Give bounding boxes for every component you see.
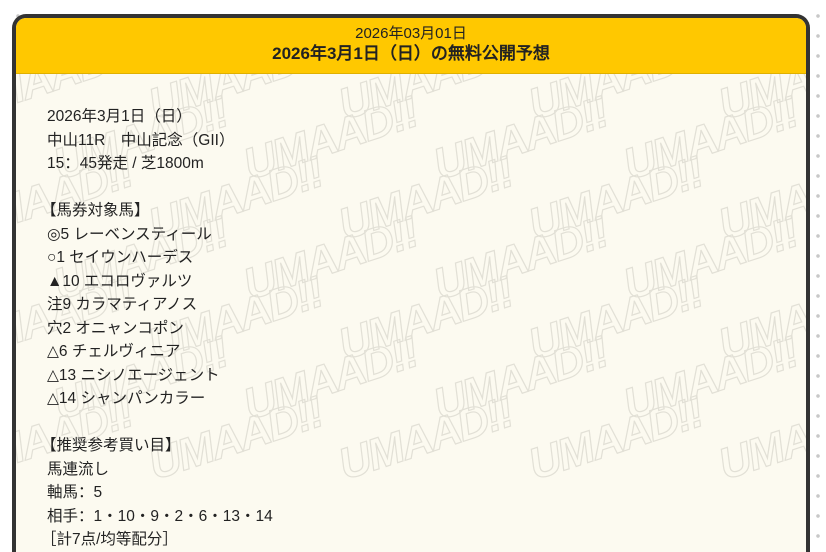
- bet-partners: 相手：1・10・9・2・6・13・14: [47, 507, 273, 525]
- card-body: 2026年3月1日（日） 中山11R 中山記念（GII） 15：45発走 / 芝…: [16, 74, 806, 552]
- card-header: 2026年03月01日 2026年3月1日（日）の無料公開予想: [16, 18, 806, 74]
- header-title: 2026年3月1日（日）の無料公開予想: [272, 44, 550, 63]
- bets-heading: 【推奨参考買い目】: [41, 437, 181, 454]
- bet-type: 馬連流し: [47, 460, 110, 478]
- horse-item: 穴2 オニャンコポン: [47, 319, 184, 337]
- horse-item: △6 チェルヴィニア: [47, 343, 181, 360]
- prediction-card: 2026年03月01日 2026年3月1日（日）の無料公開予想 UMAAD!! U…: [12, 14, 810, 552]
- race-name: 中山11R 中山記念（GII）: [47, 131, 235, 149]
- horses-heading: 【馬券対象馬】: [41, 202, 150, 219]
- race-date: 2026年3月1日（日）: [47, 108, 192, 125]
- horse-item: 注9 カラマティアノス: [47, 296, 198, 313]
- race-start: 15：45発走 / 芝1800m: [47, 155, 204, 172]
- horse-item: ▲10 エコロヴァルツ: [47, 272, 193, 290]
- bet-summary: ［計7点/均等配分］: [41, 531, 178, 548]
- horse-item: ○1 セイウンハーデス: [47, 249, 194, 266]
- bet-axis: 軸馬：5: [47, 484, 103, 501]
- horse-list: ◎5 レーベンスティール ○1 セイウンハーデス ▲10 エコロヴァルツ 注9 カラマ…: [47, 223, 806, 411]
- header-date: 2026年03月01日: [355, 25, 467, 42]
- horse-item: △14 シャンパンカラー: [47, 390, 206, 407]
- horse-item: △13 ニシノエージェント: [47, 366, 220, 384]
- horse-item: ◎5 レーベンスティール: [47, 225, 212, 243]
